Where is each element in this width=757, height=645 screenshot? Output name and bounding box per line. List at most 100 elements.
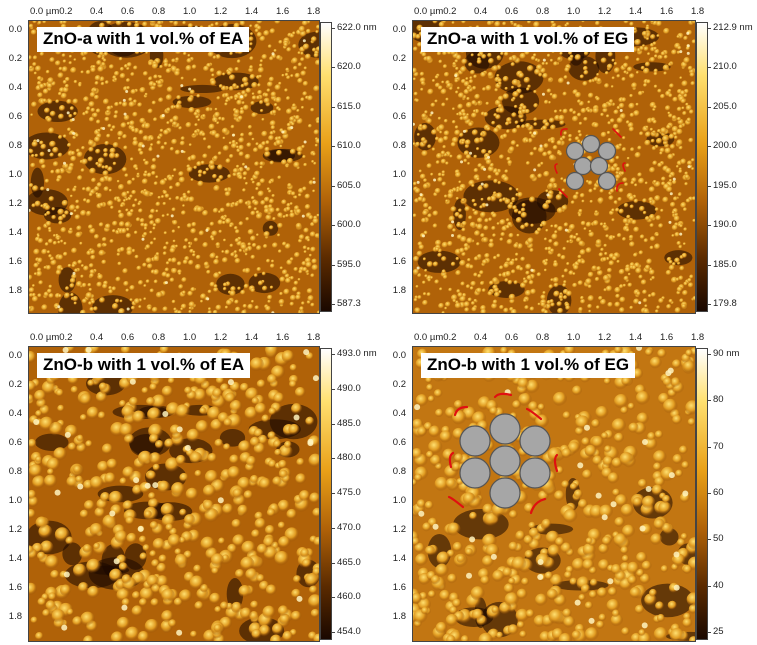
x-tick: 1.6	[276, 332, 290, 343]
colorbar	[696, 348, 708, 640]
x-axis-ticks: 0.0 µm0.2 0.4 0.6 0.8 1.0 1.2 1.4 1.6 1.…	[414, 332, 704, 344]
y-axis-ticks: 0.0 0.2 0.4 0.6 0.8 1.0 1.2 1.4 1.6 1.8	[384, 346, 410, 636]
y-tick: 1.2	[392, 198, 406, 209]
x-tick: 0.4	[474, 332, 488, 343]
colorbar-tick-label: 40	[707, 579, 724, 591]
x-tick: 0.0 µm0.2	[414, 332, 457, 343]
colorbar-ticks: 90 nm 80 70 60 50 40 25	[706, 348, 757, 638]
y-axis-ticks: 0.0 0.2 0.4 0.6 0.8 1.0 1.2 1.4 1.6 1.8	[384, 20, 410, 310]
afm-texture	[413, 347, 695, 641]
afm-height-map: ZnO-b with 1 vol.% of EA	[28, 346, 320, 642]
y-tick: 0.0	[392, 24, 406, 35]
y-tick: 0.2	[392, 53, 406, 64]
y-tick: 1.4	[8, 553, 22, 564]
y-axis-ticks: 0.0 0.2 0.4 0.6 0.8 1.0 1.2 1.4 1.6 1.8	[0, 20, 26, 310]
x-tick: 0.8	[536, 6, 550, 17]
afm-panel-2: 0.0 µm0.2 0.4 0.6 0.8 1.0 1.2 1.4 1.6 1.…	[384, 0, 757, 322]
y-tick: 0.2	[8, 53, 22, 64]
x-tick: 1.2	[598, 6, 612, 17]
afm-height-map: ZnO-a with 1 vol.% of EA	[28, 20, 320, 314]
x-axis-ticks: 0.0 µm0.2 0.4 0.6 0.8 1.0 1.2 1.4 1.6 1.…	[30, 332, 320, 344]
colorbar-tick-label: 595.0	[331, 258, 361, 270]
y-tick: 1.2	[8, 198, 22, 209]
y-tick: 1.8	[392, 285, 406, 296]
y-tick: 0.8	[8, 140, 22, 151]
afm-panel-1: 0.0 µm0.2 0.4 0.6 0.8 1.0 1.2 1.4 1.6 1.…	[0, 0, 378, 322]
colorbar-ticks: 622.0 nm 620.0 615.0 610.0 605.0 600.0 595.0 58…	[331, 22, 385, 310]
afm-height-map: ZnO-b with 1 vol.% of EG	[412, 346, 696, 642]
colorbar-ticks: 493.0 nm 490.0 485.0 480.0 475.0 470.0 465.0 46…	[331, 348, 385, 638]
afm-texture	[29, 347, 319, 641]
x-axis-ticks: 0.0 µm0.2 0.4 0.6 0.8 1.0 1.2 1.4 1.6 1.…	[414, 6, 704, 18]
x-tick: 1.6	[660, 6, 674, 17]
x-tick: 0.4	[474, 6, 488, 17]
y-tick: 1.6	[392, 256, 406, 267]
colorbar-tick-label: 210.0	[707, 61, 737, 73]
y-tick: 0.8	[392, 140, 406, 151]
y-tick: 1.6	[392, 582, 406, 593]
x-tick: 0.6	[121, 6, 135, 17]
y-tick: 1.4	[392, 553, 406, 564]
y-tick: 1.0	[392, 169, 406, 180]
y-tick: 1.4	[392, 227, 406, 238]
x-tick: 0.0 µm0.2	[30, 6, 73, 17]
colorbar-tick-label: 190.0	[707, 219, 737, 231]
colorbar-tick-label: 200.0	[707, 140, 737, 152]
panel-label: ZnO-b with 1 vol.% of EG	[421, 353, 636, 378]
colorbar-tick-label: 179.8	[707, 298, 737, 309]
x-tick: 1.8	[307, 332, 321, 343]
x-tick: 0.8	[152, 6, 166, 17]
colorbar-tick-label: 25	[707, 626, 724, 637]
x-tick: 0.6	[121, 332, 135, 343]
y-tick: 1.8	[8, 285, 22, 296]
y-tick: 0.2	[8, 379, 22, 390]
colorbar-tick-label: 80	[707, 394, 724, 406]
x-tick: 1.2	[214, 6, 228, 17]
y-tick: 0.0	[8, 24, 22, 35]
packed-particle-illustration	[554, 128, 626, 198]
x-tick: 1.2	[598, 332, 612, 343]
x-tick: 1.8	[307, 6, 321, 17]
x-tick: 0.0 µm0.2	[30, 332, 73, 343]
x-tick: 0.8	[152, 332, 166, 343]
x-tick: 1.8	[691, 332, 705, 343]
colorbar-tick-label: 493.0 nm	[331, 348, 377, 359]
colorbar-tick-label: 610.0	[331, 140, 361, 152]
colorbar-tick-label: 90 nm	[706, 348, 740, 359]
colorbar-tick-label: 620.0	[331, 61, 361, 73]
x-tick: 0.6	[505, 6, 519, 17]
colorbar-tick-label: 185.0	[707, 258, 737, 270]
colorbar-tick-label: 212.9 nm	[707, 22, 753, 33]
y-tick: 1.8	[392, 611, 406, 622]
x-tick: 1.0	[183, 332, 197, 343]
y-tick: 0.8	[392, 466, 406, 477]
colorbar-tick-label: 60	[707, 487, 724, 498]
colorbar-tick-label: 480.0	[331, 452, 361, 464]
colorbar-tick-label: 622.0 nm	[331, 22, 377, 33]
colorbar-tick-label: 460.0	[331, 591, 361, 603]
x-tick: 1.4	[629, 6, 643, 17]
x-tick: 0.0 µm0.2	[414, 6, 457, 17]
y-tick: 1.6	[8, 256, 22, 267]
panel-label: ZnO-b with 1 vol.% of EA	[37, 353, 251, 378]
panel-label: ZnO-a with 1 vol.% of EA	[37, 27, 250, 52]
packed-particle-illustration	[447, 392, 559, 515]
colorbar-tick-label: 605.0	[331, 179, 361, 191]
x-axis-ticks: 0.0 µm0.2 0.4 0.6 0.8 1.0 1.2 1.4 1.6 1.…	[30, 6, 320, 18]
colorbar-tick-label: 205.0	[707, 100, 737, 112]
x-tick: 1.4	[245, 6, 259, 17]
x-tick: 0.6	[505, 332, 519, 343]
colorbar-tick-label: 70	[707, 440, 724, 452]
y-tick: 1.0	[8, 495, 22, 506]
afm-panel-3: 0.0 µm0.2 0.4 0.6 0.8 1.0 1.2 1.4 1.6 1.…	[0, 326, 378, 645]
x-tick: 0.4	[90, 6, 104, 17]
panel-label: ZnO-a with 1 vol.% of EG	[421, 27, 635, 52]
y-tick: 0.6	[8, 437, 22, 448]
y-tick: 1.6	[8, 582, 22, 593]
colorbar-tick-label: 465.0	[331, 556, 361, 568]
x-tick: 0.4	[90, 332, 104, 343]
y-tick: 0.4	[8, 408, 22, 419]
x-tick: 1.0	[567, 6, 581, 17]
colorbar	[320, 22, 332, 312]
colorbar-tick-label: 600.0	[331, 219, 361, 231]
